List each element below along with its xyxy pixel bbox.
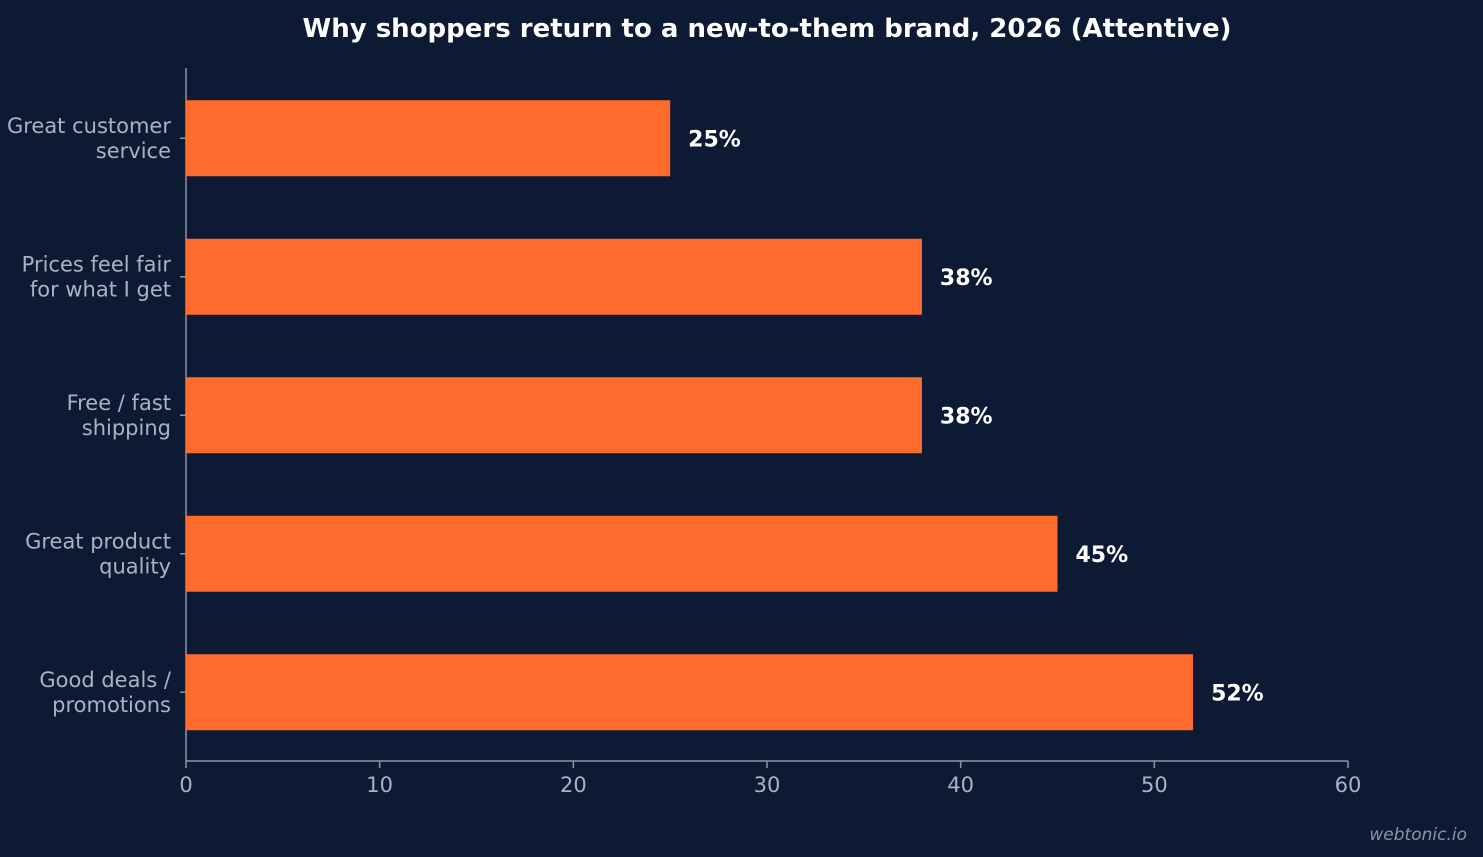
x-tick-label-4: 40: [947, 773, 974, 797]
category-label-line: Great product: [25, 529, 171, 553]
value-label-4: 52%: [1211, 681, 1264, 706]
category-label-0: Great customer service: [7, 114, 171, 163]
category-label-1: Prices feel fair for what I get: [22, 252, 172, 301]
x-tick-label-5: 50: [1141, 773, 1168, 797]
category-label-3: Great product quality: [25, 529, 171, 578]
category-label-line: Prices feel fair: [22, 252, 172, 276]
x-tick-label-0: 0: [179, 773, 192, 797]
bar-3: [186, 515, 1058, 592]
x-tick-label-1: 10: [366, 773, 393, 797]
value-label-0: 25%: [688, 127, 741, 152]
x-axis-ticks: 0 10 20 30 40 50 60: [179, 761, 1361, 797]
category-label-4: Good deals / promotions: [39, 668, 172, 717]
value-label-1: 38%: [940, 266, 993, 291]
category-label-line: shipping: [82, 416, 171, 440]
category-label-line: for what I get: [30, 277, 171, 301]
category-label-line: Free / fast: [67, 391, 171, 415]
bar-2: [186, 377, 922, 454]
chart-title: Why shoppers return to a new-to-them bra…: [303, 14, 1232, 44]
watermark: webtonic.io: [1369, 825, 1467, 845]
value-label-3: 45%: [1076, 543, 1129, 568]
bar-4: [186, 654, 1194, 731]
category-labels: Great customer service Prices feel fair for…: [7, 114, 172, 717]
category-label-line: Good deals /: [39, 668, 172, 692]
value-labels: 25% 38% 38% 45% 52%: [688, 127, 1264, 706]
x-tick-label-6: 60: [1335, 773, 1362, 797]
category-label-line: promotions: [52, 693, 171, 717]
value-label-2: 38%: [940, 404, 993, 429]
bar-0: [186, 100, 671, 177]
x-tick-label-2: 20: [560, 773, 587, 797]
bar-series: [186, 100, 1194, 731]
category-label-line: service: [96, 139, 171, 163]
x-tick-label-3: 30: [754, 773, 781, 797]
category-label-line: Great customer: [7, 114, 171, 138]
category-label-2: Free / fast shipping: [67, 391, 171, 440]
category-label-line: quality: [99, 554, 171, 578]
bar-1: [186, 238, 922, 315]
